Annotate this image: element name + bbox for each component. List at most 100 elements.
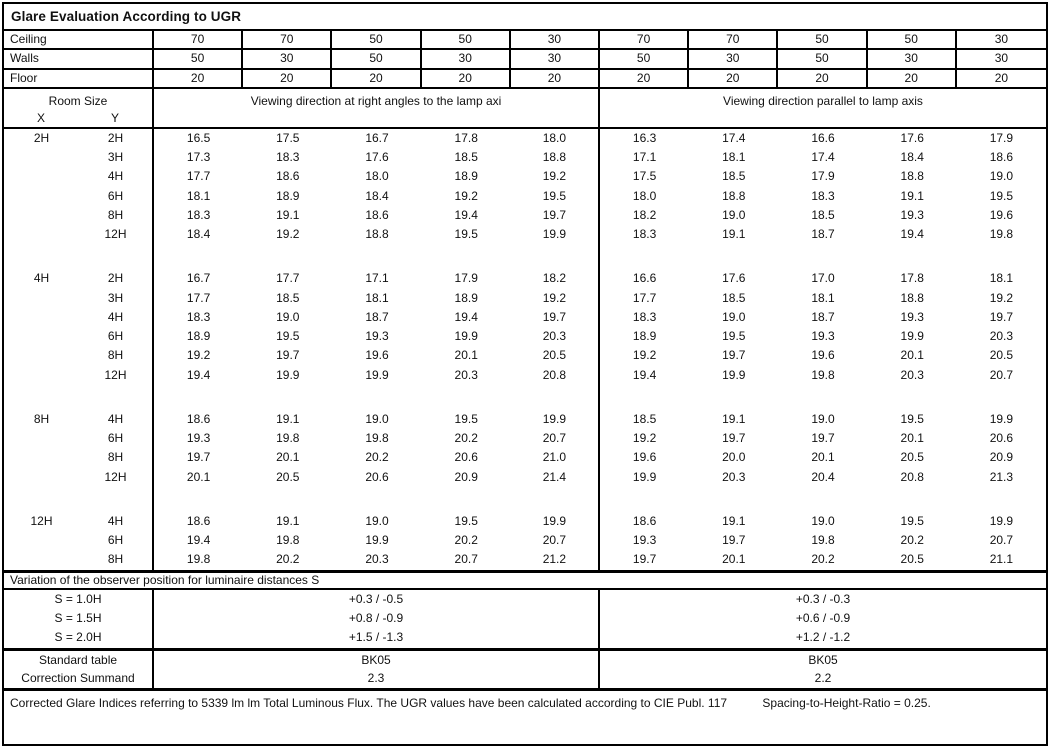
ugr-value: 19.0	[811, 411, 835, 426]
summary-rows: Standard table BK05 BK05 Correction Summand…	[4, 647, 1046, 689]
room-y-value: 3H	[79, 288, 154, 308]
variation-row: S = 2.0H +1.5 / -1.3 +1.2 / -1.2	[4, 628, 1046, 648]
ugr-value: 20.9	[454, 469, 478, 484]
variation-right-value: +0.6 / -0.9	[795, 610, 851, 625]
ugr-value: 20.3	[365, 552, 389, 567]
ugr-value: 19.9	[900, 329, 924, 344]
ugr-value: 19.7	[989, 309, 1014, 324]
room-y-value: 6H	[79, 531, 154, 551]
ugr-value: 18.4	[900, 150, 924, 165]
ugr-value: 19.7	[276, 348, 300, 363]
block-gap	[4, 244, 1046, 270]
ugr-value: 18.1	[365, 290, 389, 305]
ugr-value: 20.1	[811, 450, 835, 465]
surface-value: 70	[154, 31, 244, 49]
ugr-value: 20.7	[511, 531, 600, 551]
ugr-value: 20.2	[900, 533, 924, 548]
ugr-value: 17.9	[811, 169, 835, 184]
room-size-title: Room Size	[48, 93, 108, 108]
surface-reflectance-rows: Ceiling 70 70 50 50 30 70 70 50 50 30 Walls 50 30 50 30…	[4, 31, 1046, 89]
ugr-value: 17.4	[722, 130, 746, 145]
surface-value: 20	[243, 69, 333, 87]
ugr-value: 20.1	[186, 469, 211, 484]
ugr-row: 8H 19.2 19.7 19.6 20.1 20.5 19.2 19.7 19.6 20.1 20…	[4, 346, 1046, 366]
surface-label: Walls	[4, 50, 154, 68]
summary-right-value: BK05	[808, 652, 838, 667]
ugr-value: 17.7	[276, 271, 300, 286]
ugr-value: 18.3	[186, 207, 211, 222]
ugr-value: 19.7	[511, 205, 600, 226]
surface-value: 20	[778, 69, 868, 87]
surface-value: 30	[243, 50, 333, 68]
room-x-value	[4, 167, 79, 186]
surface-value: 30	[994, 32, 1009, 46]
surface-value: 50	[332, 50, 422, 68]
ugr-value: 19.7	[811, 431, 835, 446]
ugr-value: 18.5	[632, 411, 657, 426]
ugr-value: 19.5	[276, 329, 300, 344]
ugr-value: 19.3	[900, 309, 924, 324]
variation-left-value: +1.5 / -1.3	[154, 628, 600, 648]
ugr-value: 16.7	[186, 271, 211, 286]
ugr-value: 18.1	[989, 271, 1014, 286]
ugr-value: 21.2	[511, 550, 600, 570]
ugr-value: 19.2	[186, 348, 211, 363]
ugr-row: 6H 18.9 19.5 19.3 19.9 20.3 18.9 19.5 19.3 19.9 20…	[4, 327, 1046, 347]
surface-value: 70	[689, 31, 779, 49]
ugr-row: 6H 19.3 19.8 19.8 20.2 20.7 19.2 19.7 19.7 20.1 20…	[4, 429, 1046, 449]
ugr-value: 20.0	[722, 450, 746, 465]
room-y-value: 8H	[79, 346, 154, 366]
room-y-value: 2H	[79, 269, 154, 289]
surface-value: 20	[689, 69, 779, 87]
ugr-value: 18.3	[811, 188, 835, 203]
ugr-value: 20.4	[811, 469, 835, 484]
ugr-value: 18.4	[365, 188, 389, 203]
ugr-value: 20.7	[511, 429, 600, 449]
room-x-value	[4, 346, 79, 365]
room-x-value	[4, 448, 79, 467]
ugr-value: 19.0	[722, 309, 746, 324]
ugr-value: 20.3	[454, 367, 478, 382]
ugr-value: 20.6	[989, 431, 1014, 446]
footer-text: Corrected Glare Indices referring to 533…	[10, 696, 728, 711]
variation-label: S = 1.0H	[4, 589, 154, 609]
surface-value: 50	[778, 31, 868, 49]
ugr-value: 18.5	[454, 150, 478, 165]
room-y-value: 3H	[79, 148, 154, 168]
ugr-value: 21.1	[989, 552, 1014, 567]
ugr-value: 19.7	[722, 348, 746, 363]
ugr-value: 19.5	[989, 188, 1014, 203]
ugr-value: 18.0	[511, 128, 600, 149]
ugr-value: 18.9	[632, 329, 657, 344]
ugr-value: 18.6	[989, 150, 1014, 165]
ugr-value: 18.2	[511, 269, 600, 289]
room-x-value	[4, 187, 79, 206]
ugr-row: 6H 19.4 19.8 19.9 20.2 20.7 19.3 19.7 19.8 20.2 20…	[4, 531, 1046, 551]
ugr-value: 16.6	[811, 130, 835, 145]
ugr-value: 21.0	[511, 448, 600, 468]
ugr-value: 19.9	[632, 469, 657, 484]
ugr-value: 19.4	[186, 367, 211, 382]
gap-mid	[154, 244, 600, 270]
ugr-row: 8H 4H 18.6 19.1 19.0 19.5 19.9 18.5 19.1 19.0 19.5…	[4, 409, 1046, 430]
ugr-value: 19.4	[454, 309, 478, 324]
ugr-value: 19.0	[365, 513, 389, 528]
surface-value: 30	[422, 50, 511, 68]
ugr-value: 17.3	[186, 150, 211, 165]
ugr-value: 19.9	[511, 511, 600, 532]
viewing-direction-left-header: Viewing direction at right angles to the…	[154, 88, 600, 127]
room-y-value: 2H	[79, 128, 154, 149]
ugr-row: 3H 17.7 18.5 18.1 18.9 19.2 17.7 18.5 18.1 18.8 19…	[4, 288, 1046, 308]
surface-value: 20	[600, 69, 690, 87]
ugr-row: 12H 4H 18.6 19.1 19.0 19.5 19.9 18.6 19.1 19.0 19.…	[4, 511, 1046, 532]
ugr-value: 19.0	[365, 411, 389, 426]
ugr-value: 19.9	[276, 367, 300, 382]
ugr-value: 19.7	[722, 431, 746, 446]
surface-value: 50	[600, 50, 690, 68]
gap-right	[600, 487, 1046, 512]
ugr-value: 17.1	[365, 271, 389, 286]
variation-row: S = 1.5H +0.8 / -0.9 +0.6 / -0.9	[4, 608, 1046, 629]
ugr-value: 20.8	[900, 469, 924, 484]
ugr-value: 18.3	[632, 309, 657, 324]
ugr-value: 18.8	[365, 227, 389, 242]
